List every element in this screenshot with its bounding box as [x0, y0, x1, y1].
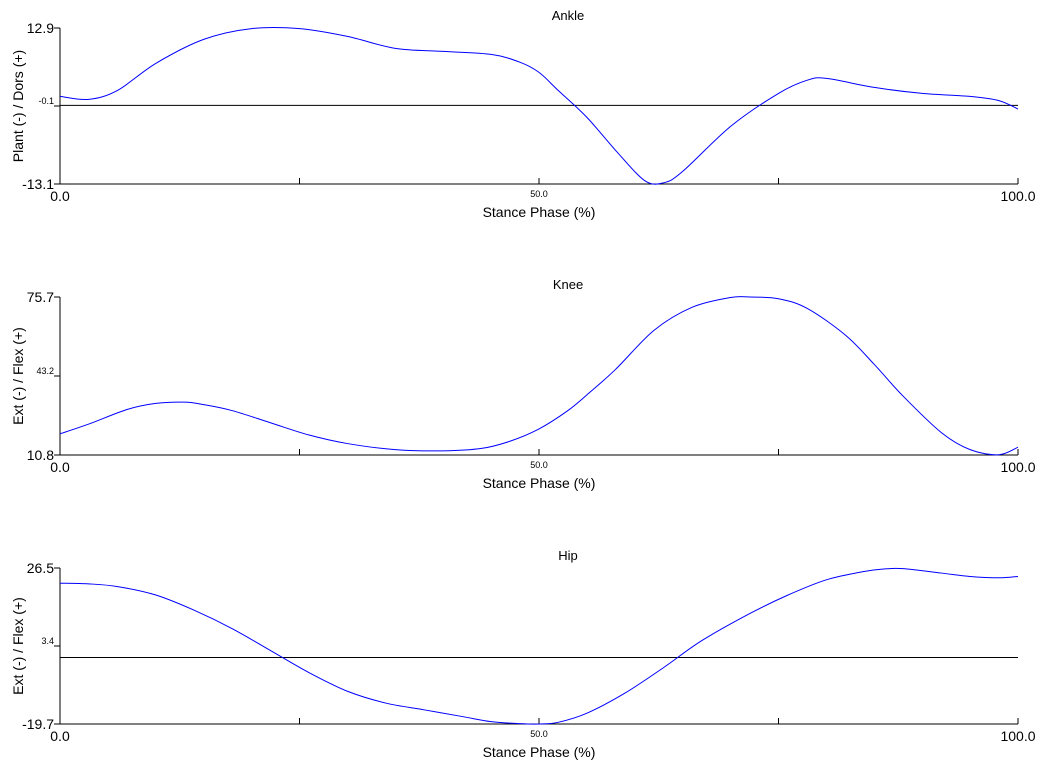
chart-title: Hip	[558, 548, 578, 563]
series-line-ankle	[59, 26, 1019, 185]
x-tick-label-end: 100.0	[1000, 188, 1035, 204]
y-tick-label-bottom: -19.7	[22, 716, 54, 732]
y-axis-label: Plant (-) / Dors (+)	[10, 50, 26, 162]
y-tick-label-top: 26.5	[27, 560, 54, 576]
y-tick-label-mid: 43.2	[36, 366, 54, 376]
chart-panel-ankle: Ankle 12.9 -0.1 -13.10.0 50.0 100.0 Stance Pha…	[10, 8, 1036, 220]
x-tick-label-start: 0.0	[50, 459, 70, 475]
chart-title: Knee	[553, 277, 583, 292]
y-tick-label-mid: -0.1	[38, 96, 54, 106]
y-axis-label: Ext (-) / Flex (+)	[10, 597, 26, 695]
x-tick-label-start: 0.0	[50, 728, 70, 744]
x-tick-label-end: 100.0	[1000, 728, 1035, 744]
x-tick-label-mid: 50.0	[530, 729, 548, 739]
chart-panel-hip: Hip 26.5 3.4 -19.70.0 50.0 100.0 Stance Phase …	[10, 548, 1036, 760]
y-tick-label-mid: 3.4	[41, 636, 54, 646]
x-axis-label: Stance Phase (%)	[483, 204, 596, 220]
y-tick-label-top: 12.9	[27, 20, 54, 36]
x-tick-label-start: 0.0	[50, 188, 70, 204]
y-tick-label-top: 75.7	[27, 289, 54, 305]
chart-panel-knee: Knee 75.7 43.2 10.80.0 50.0 100.0 Stance Phase…	[10, 277, 1036, 491]
y-tick-label-bottom: -13.1	[22, 176, 54, 192]
x-tick-label-mid: 50.0	[530, 189, 548, 199]
y-axis-label: Ext (-) / Flex (+)	[10, 327, 26, 425]
series-line-knee	[59, 296, 1019, 456]
y-tick-label-bottom: 10.8	[27, 447, 54, 463]
x-axis-label: Stance Phase (%)	[483, 475, 596, 491]
x-axis-label: Stance Phase (%)	[483, 744, 596, 760]
x-tick-label-end: 100.0	[1000, 459, 1035, 475]
x-tick-label-mid: 50.0	[530, 460, 548, 470]
series-line-hip	[59, 567, 1019, 725]
chart-title: Ankle	[552, 8, 585, 23]
